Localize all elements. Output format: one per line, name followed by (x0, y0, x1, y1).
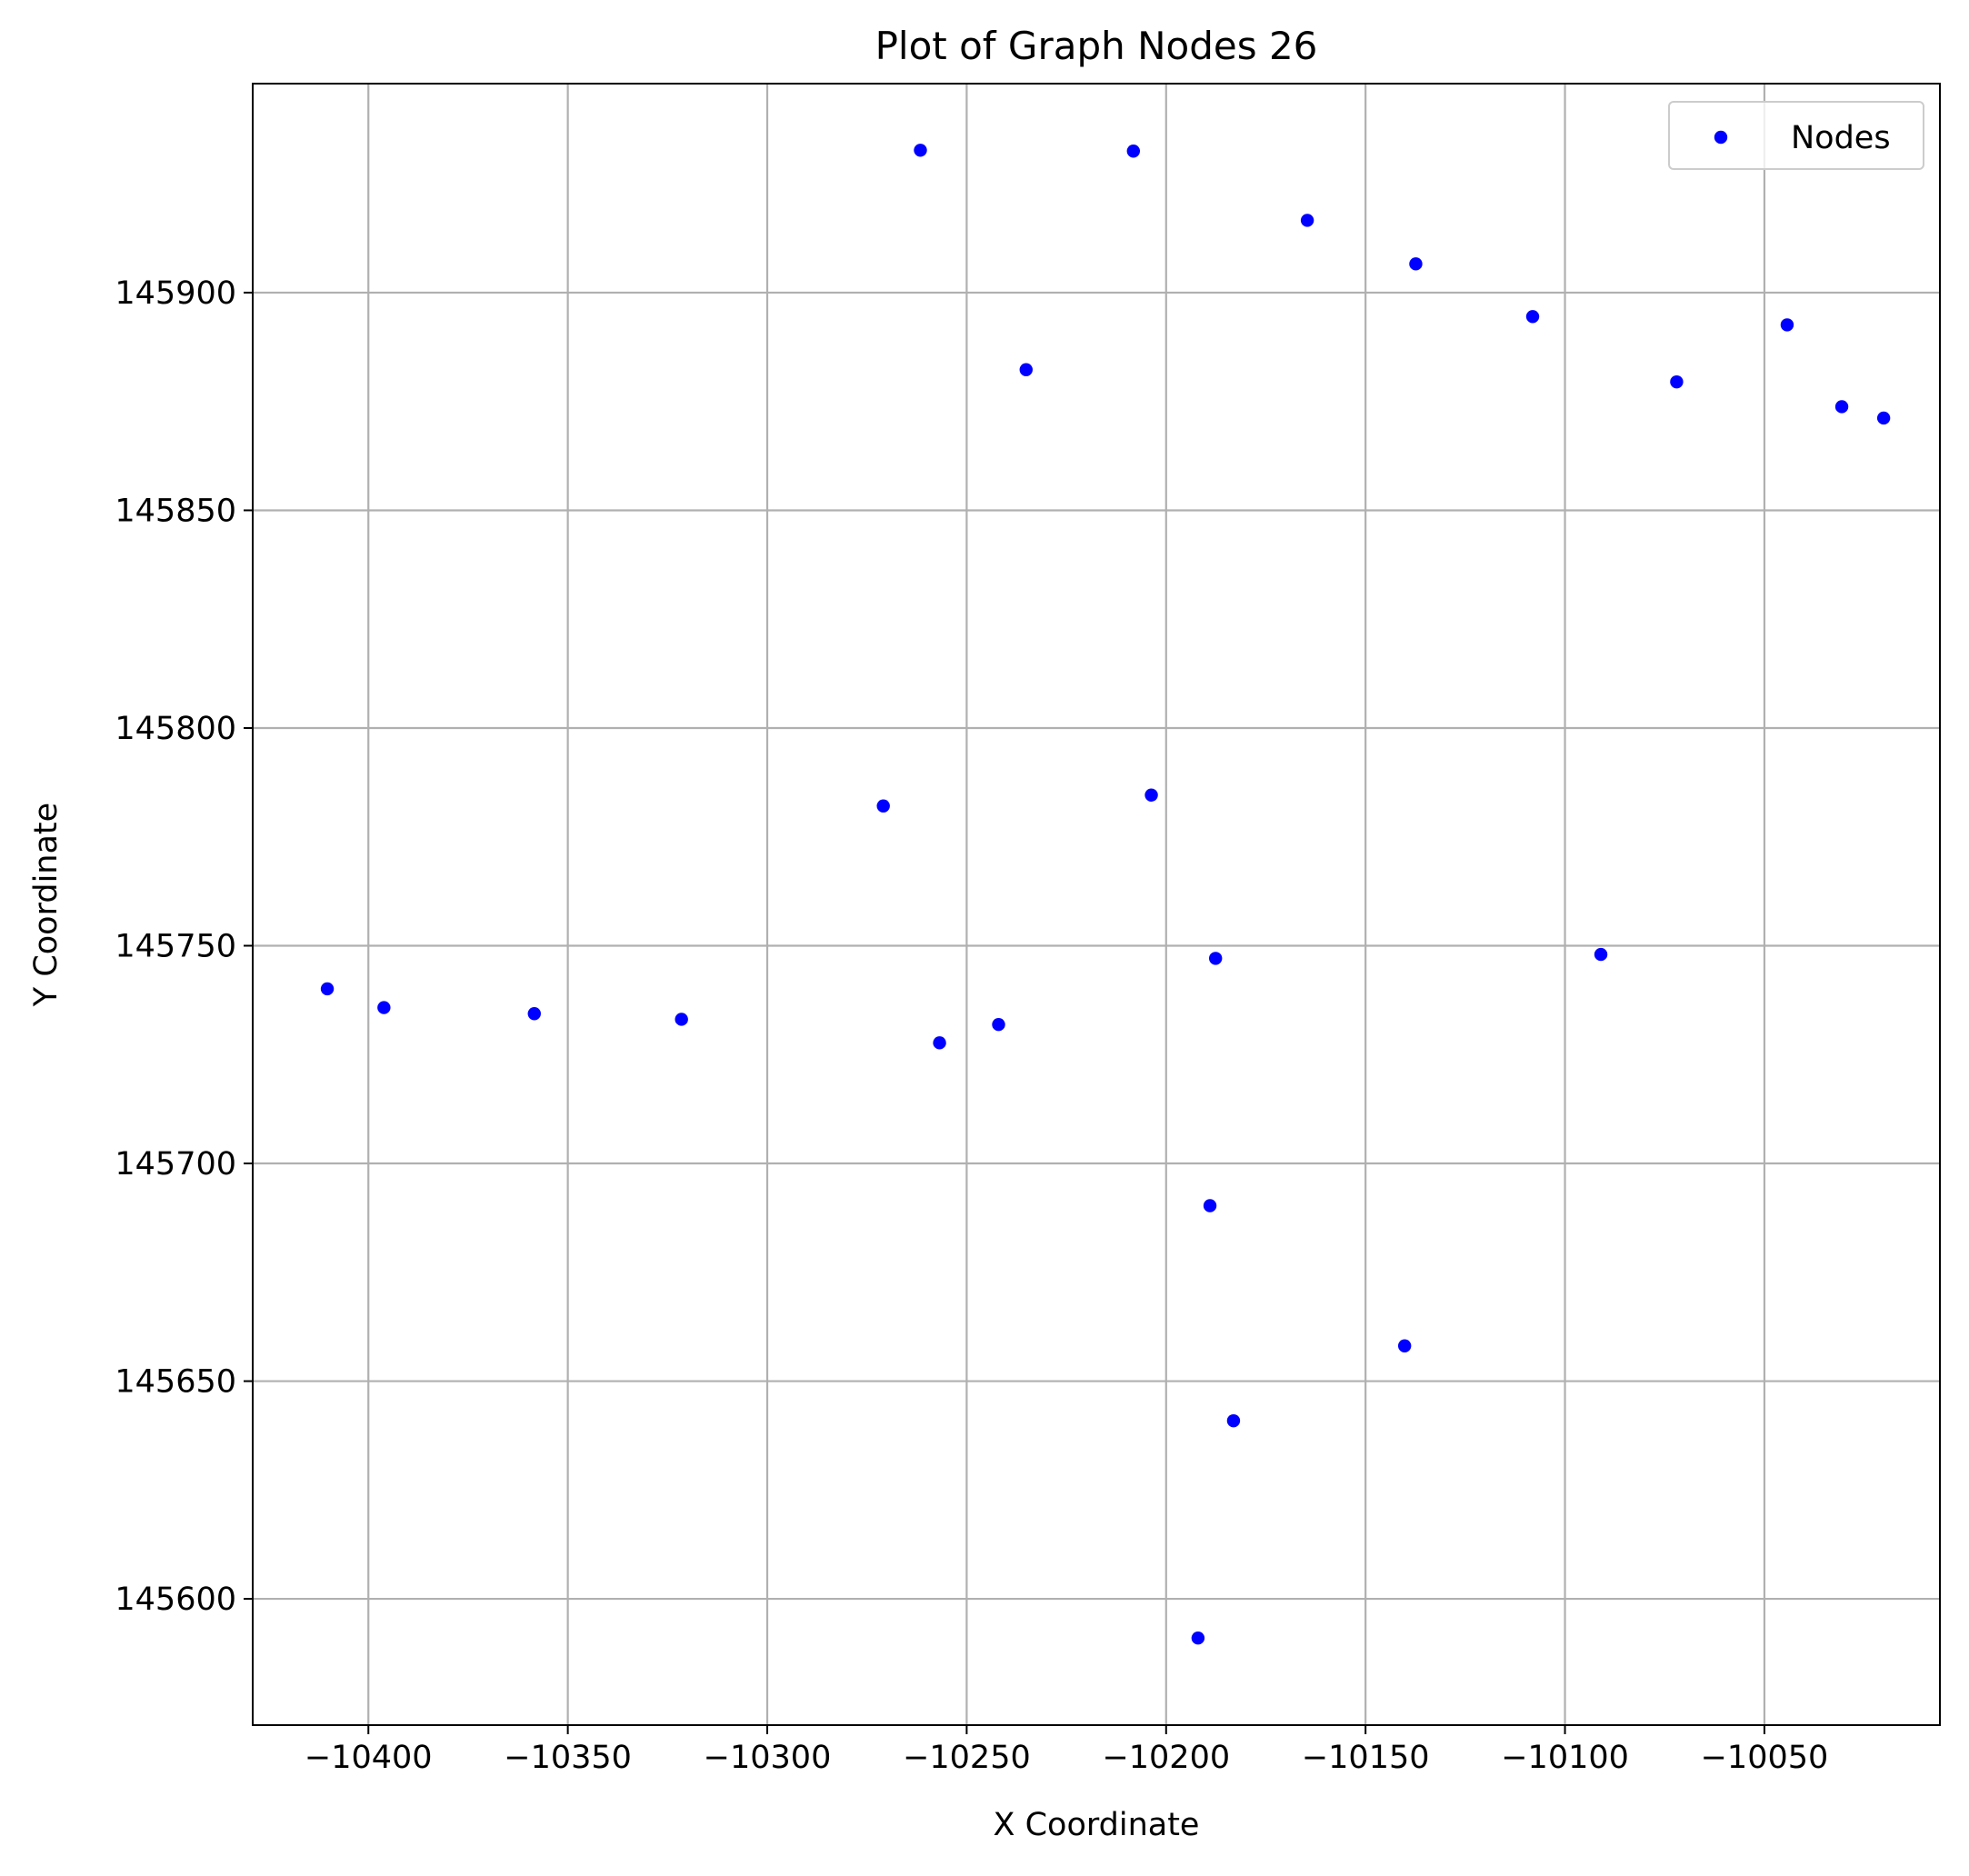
x-tick-label: −10400 (305, 1740, 433, 1776)
node-point (933, 1036, 946, 1050)
legend-label-nodes: Nodes (1791, 120, 1891, 156)
node-point (1397, 1339, 1412, 1352)
y-tick-label: 145750 (115, 929, 236, 965)
node-point (1208, 952, 1223, 965)
y-tick-label: 145900 (115, 275, 236, 312)
node-point (1126, 145, 1141, 158)
x-tick-label: −10200 (1102, 1740, 1230, 1776)
node-point (1409, 257, 1423, 271)
x-tick-label: −10100 (1501, 1740, 1629, 1776)
chart-title: Plot of Graph Nodes 26 (875, 24, 1318, 68)
node-point (1203, 1199, 1217, 1212)
node-point (1226, 1413, 1241, 1428)
node-point (1144, 788, 1158, 802)
y-tick-label: 145700 (115, 1146, 236, 1182)
node-point (992, 1018, 1005, 1032)
node-point (1594, 947, 1608, 962)
x-tick-label: −10050 (1701, 1740, 1829, 1776)
node-point (675, 1013, 688, 1026)
plot-area-frame (252, 83, 1941, 1726)
y-tick-label: 145650 (115, 1364, 236, 1401)
grid-layer (253, 84, 1940, 1725)
node-point (1780, 318, 1794, 332)
node-point (1191, 1631, 1205, 1645)
node-point (1300, 214, 1314, 227)
node-point (320, 982, 335, 996)
node-point (1834, 400, 1849, 414)
x-axis-label: X Coordinate (994, 1807, 1200, 1843)
legend: Nodes (1668, 101, 1924, 170)
legend-box (1668, 101, 1924, 170)
node-point (1019, 363, 1033, 376)
node-point (527, 1007, 541, 1021)
node-point (876, 799, 890, 813)
ticks-layer: −10400 −10350 −10300 −10250 −10200 −10150 −101… (115, 275, 1828, 1776)
node-point (914, 144, 927, 157)
x-tick-label: −10150 (1302, 1740, 1430, 1776)
points-layer (320, 144, 1891, 1645)
x-tick-label: −10300 (704, 1740, 832, 1776)
legend-marker-nodes (1714, 130, 1728, 145)
y-axis-label: Y Coordinate (28, 803, 65, 1007)
node-point (1670, 374, 1684, 389)
node-point (377, 1001, 391, 1014)
x-tick-label: −10250 (903, 1740, 1031, 1776)
y-tick-label: 145800 (115, 711, 236, 747)
y-tick-label: 145600 (115, 1582, 236, 1618)
node-point (1525, 310, 1540, 324)
node-point (1876, 411, 1891, 425)
x-tick-label: −10350 (504, 1740, 632, 1776)
y-tick-label: 145850 (115, 493, 236, 529)
